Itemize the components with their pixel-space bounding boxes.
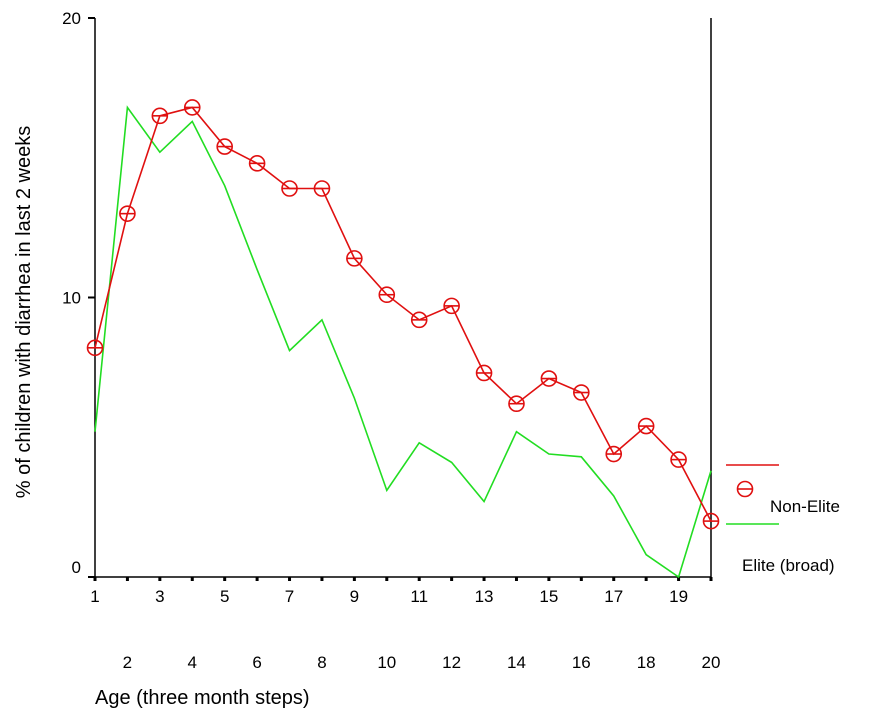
y-tick-label: 0 [72, 558, 81, 577]
legend-label-elite-broad: Elite (broad) [742, 556, 835, 575]
x-tick-label: 18 [637, 653, 656, 672]
series-layer [86, 99, 720, 579]
x-tick-label: 13 [475, 587, 494, 606]
x-tick-label: 4 [188, 653, 197, 672]
y-tick-label: 20 [62, 9, 81, 28]
x-tick-label: 12 [442, 653, 461, 672]
legend: Non-Elite Elite (broad) [726, 464, 840, 575]
x-tick-label: 20 [702, 653, 721, 672]
x-axis-title: Age (three month steps) [95, 687, 310, 709]
series-line-elite-broad [94, 105, 712, 579]
x-tick-label: 19 [669, 587, 688, 606]
x-tick-label: 2 [123, 653, 132, 672]
x-tick-label: 6 [252, 653, 261, 672]
x-tick-label: 8 [317, 653, 326, 672]
x-tick-label: 9 [350, 587, 359, 606]
x-tick-label: 5 [220, 587, 229, 606]
series-line-non-elite [94, 106, 712, 522]
y-ticks: 0 10 20 [62, 9, 95, 578]
x-tick-label: 7 [285, 587, 294, 606]
x-tick-label: 16 [572, 653, 591, 672]
x-tick-label: 11 [410, 587, 428, 606]
y-tick-label: 10 [62, 289, 81, 308]
legend-label-non-elite: Non-Elite [770, 497, 840, 516]
x-tick-label: 3 [155, 587, 164, 606]
x-tick-label: 10 [377, 653, 396, 672]
x-tick-label: 1 [90, 587, 99, 606]
x-tick-label: 14 [507, 653, 526, 672]
y-axis-title: % of children with diarrhea in last 2 we… [13, 126, 35, 498]
x-tick-label: 17 [604, 587, 623, 606]
x-tick-label: 15 [539, 587, 558, 606]
